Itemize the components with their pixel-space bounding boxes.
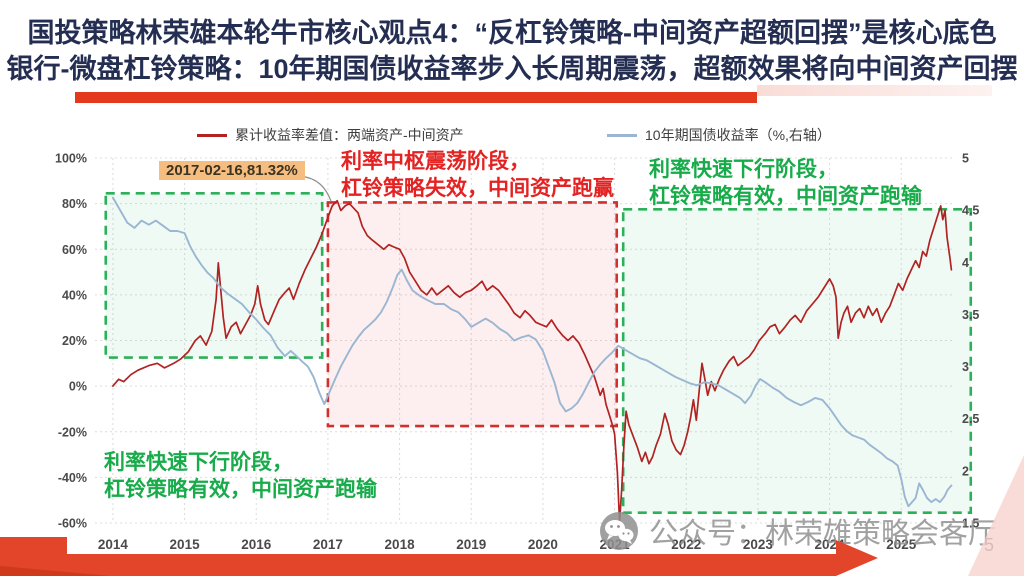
svg-text:-20%: -20% (58, 425, 87, 439)
svg-text:2020: 2020 (528, 537, 558, 552)
svg-text:2025: 2025 (886, 537, 917, 552)
legend-item-yield: 10年期国债收益率（%,右轴） (607, 125, 831, 145)
legend-swatch-yield (607, 133, 637, 137)
svg-text:-40%: -40% (58, 471, 87, 485)
legend-label-spread: 累计收益率差值：两端资产-中间资产 (235, 127, 464, 143)
page-number: 5 (984, 535, 995, 555)
svg-text:60%: 60% (62, 243, 87, 257)
svg-text:2015: 2015 (170, 537, 201, 552)
legend-item-spread: 累计收益率差值：两端资产-中间资产 (197, 125, 464, 145)
svg-text:0%: 0% (69, 380, 87, 394)
slide-title-line1: 国投策略林荣雄本轮牛市核心观点4：“反杠铃策略-中间资产超额回摆”是核心底色 (27, 18, 997, 48)
peak-value-callout: 2017-02-16,81.32% (159, 161, 305, 180)
svg-text:4.5: 4.5 (962, 204, 979, 218)
svg-text:2: 2 (962, 464, 969, 478)
watermark-text: 公众号：林荣雄策略会客厅 (649, 518, 998, 550)
svg-text:2019: 2019 (456, 537, 486, 552)
svg-text:40%: 40% (62, 288, 87, 302)
svg-text:2018: 2018 (385, 537, 416, 552)
legend-label-yield: 10年期国债收益率（%,右轴） (645, 127, 831, 143)
annotation-rate-oscillation: 利率中枢震荡阶段， 杠铃策略失效，中间资产跑赢 (341, 150, 614, 200)
watermark: 公众号：林荣雄策略会客厅 (598, 510, 997, 552)
svg-text:2016: 2016 (241, 537, 272, 552)
svg-text:80%: 80% (62, 197, 87, 211)
svg-text:5: 5 (962, 152, 969, 166)
svg-text:4: 4 (962, 256, 969, 270)
svg-text:-60%: -60% (58, 517, 87, 531)
svg-text:100%: 100% (55, 152, 87, 166)
svg-text:2017: 2017 (313, 537, 343, 552)
svg-text:20%: 20% (62, 334, 87, 348)
slide-title-line2: 银行-微盘杠铃策略：10年期国债收益率步入长周期震荡，超额效果将向中间资产回摆 (6, 54, 1018, 84)
title-underline-fade (757, 85, 992, 96)
slide-title: 国投策略林荣雄本轮牛市核心观点4：“反杠铃策略-中间资产超额回摆”是核心底色 银… (0, 15, 1024, 87)
annotation-rate-down-left: 利率快速下行阶段， 杠铃策略有效，中间资产跑输 (104, 451, 377, 501)
title-underline-bar (75, 92, 757, 103)
svg-text:2014: 2014 (98, 537, 129, 552)
annotation-rate-down-right: 利率快速下行阶段， 杠铃策略有效，中间资产跑输 (649, 158, 922, 208)
legend-swatch-spread (197, 133, 227, 137)
svg-text:3.5: 3.5 (962, 308, 979, 322)
svg-text:3: 3 (962, 360, 969, 374)
wechat-icon (600, 512, 638, 550)
svg-text:2.5: 2.5 (962, 412, 979, 426)
